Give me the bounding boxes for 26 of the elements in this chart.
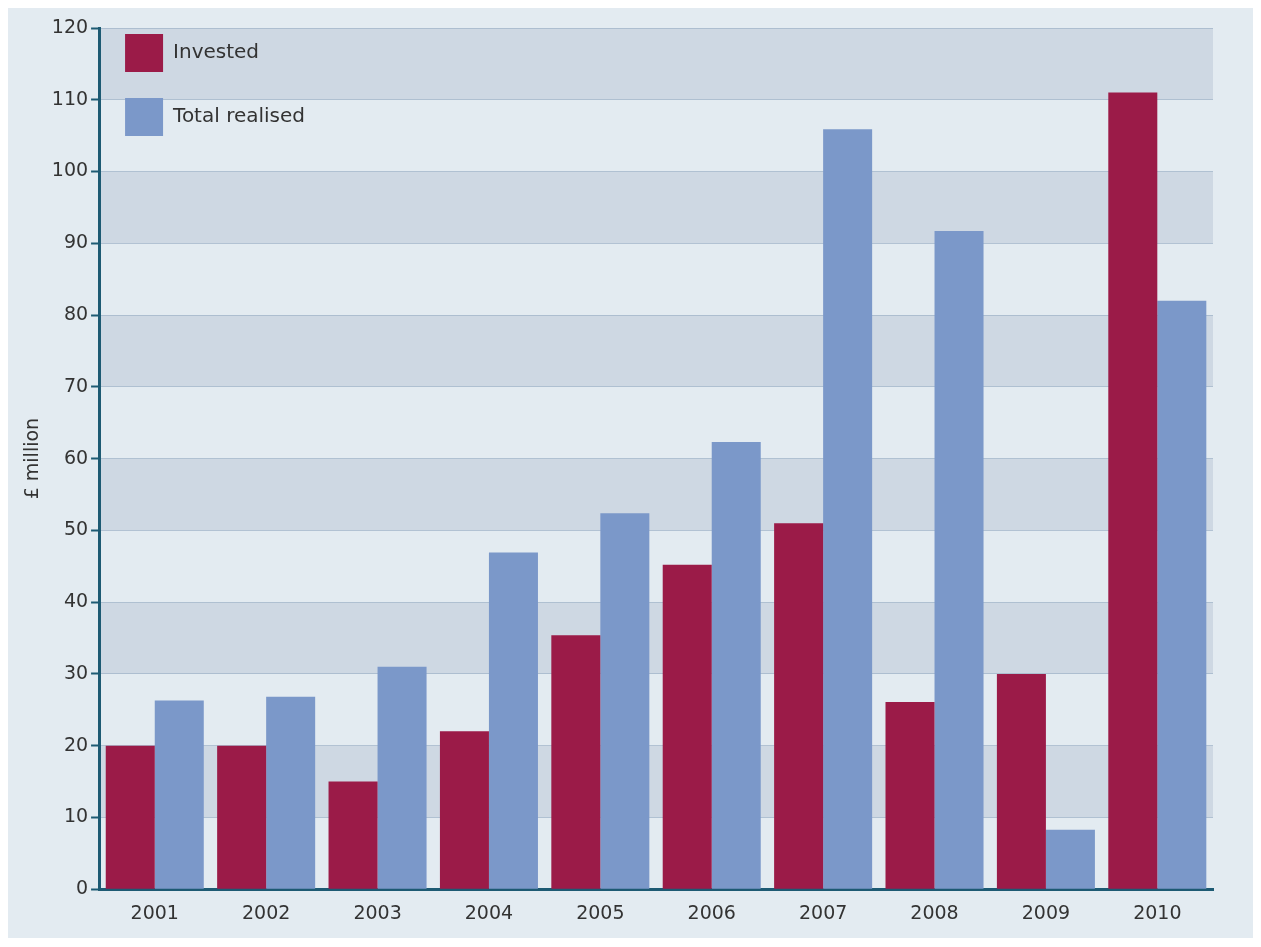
y-tick-label: 100 (51, 158, 89, 181)
y-axis-title: £ million (20, 417, 43, 500)
y-tick-label: 40 (63, 589, 89, 612)
x-tick-label: 2007 (798, 900, 848, 923)
y-tick-label: 30 (63, 660, 89, 683)
x-tick-label: 2006 (687, 900, 736, 923)
y-tick-label: 0 (75, 876, 89, 899)
y-tick-label: 120 (51, 14, 89, 37)
y-tick-label: 80 (63, 302, 89, 324)
legend-label: Invested (173, 39, 260, 64)
x-tick-label: 2004 (464, 900, 514, 923)
y-tick-label: 90 (63, 230, 89, 253)
y-tick-label: 110 (51, 86, 89, 109)
x-tick-label: 2001 (130, 900, 179, 923)
y-tick-label: 60 (63, 445, 89, 468)
x-tick-label: 2010 (1133, 900, 1182, 923)
x-tick-label: 2009 (1021, 900, 1071, 923)
y-tick-label: 70 (63, 373, 89, 396)
y-tick-label: 50 (63, 517, 89, 540)
x-tick-label: 2003 (353, 900, 402, 923)
x-tick-label: 2008 (910, 900, 959, 923)
y-tick-label: 20 (63, 732, 89, 755)
y-tick-label: 10 (63, 804, 89, 827)
x-tick-label: 2002 (241, 900, 291, 923)
x-tick-label: 2005 (576, 900, 625, 923)
legend-label: Total realised (172, 103, 306, 128)
